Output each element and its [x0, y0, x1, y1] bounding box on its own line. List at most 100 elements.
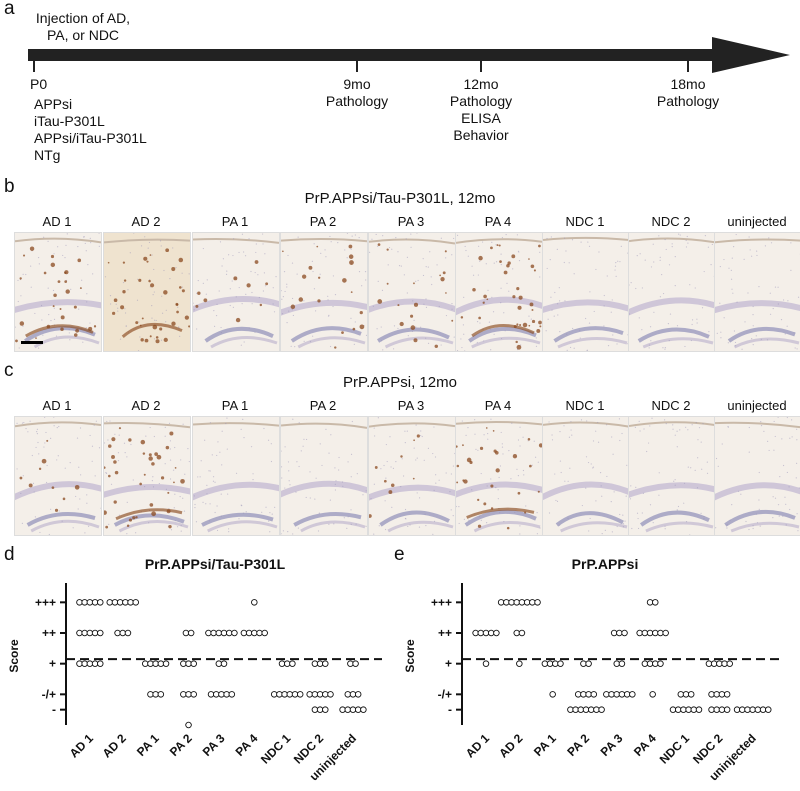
histology-image	[542, 232, 630, 352]
histology-image	[192, 232, 280, 352]
x-tick-label: NDC 1	[657, 731, 693, 767]
x-tick-label: PA 3	[200, 731, 228, 759]
histology-image	[280, 232, 368, 352]
x-tick-label: AD 1	[67, 731, 96, 760]
histology-image	[103, 232, 191, 352]
x-tick-label: PA 4	[233, 731, 261, 759]
row-c-column-labels: AD 1 AD 2 PA 1 PA 2 PA 3 PA 4 NDC 1 NDC …	[0, 398, 800, 418]
data-point	[228, 691, 236, 698]
histology-image	[542, 416, 630, 536]
col-label: AD 2	[131, 214, 161, 229]
data-point	[157, 691, 165, 698]
col-label: NDC 1	[565, 214, 605, 229]
y-axis-label: Score	[403, 639, 417, 673]
data-point	[765, 706, 772, 713]
panel-label-d: d	[4, 544, 15, 565]
injection-label: Injection of AD, PA, or NDC	[18, 10, 148, 44]
col-label: AD 2	[131, 398, 161, 413]
histology-image	[103, 416, 191, 536]
panel-label-c: c	[4, 360, 14, 381]
histology-image	[628, 232, 716, 352]
data-point	[482, 660, 490, 667]
data-point	[621, 629, 628, 637]
data-point	[190, 691, 197, 698]
data-point	[124, 629, 132, 637]
x-tick-label: AD 1	[463, 731, 492, 760]
data-point	[649, 691, 656, 698]
col-label: uninjected	[727, 214, 787, 229]
histology-image	[14, 416, 102, 536]
panel-label-a: a	[4, 0, 15, 19]
milestone-time: 9mo	[343, 76, 371, 92]
y-tick-label: -/+	[438, 687, 452, 701]
data-point	[322, 660, 329, 667]
col-label: PA 2	[309, 398, 337, 413]
x-tick-label: AD 2	[100, 731, 129, 760]
milestone-time: 18mo	[670, 76, 706, 92]
histology-image	[280, 416, 368, 536]
y-tick-label: +	[445, 657, 452, 671]
histology-image	[455, 232, 543, 352]
col-label: PA 2	[309, 214, 337, 229]
y-axis-label: Score	[7, 639, 21, 673]
col-label: AD 1	[42, 398, 72, 413]
data-point	[723, 691, 731, 698]
data-point	[354, 691, 362, 698]
histology-image	[368, 232, 456, 352]
y-tick-label: -/+	[42, 687, 56, 701]
col-label: NDC 2	[651, 214, 691, 229]
x-tick-label: PA 1	[531, 731, 559, 759]
injection-line-2: PA, or NDC	[46, 27, 120, 43]
data-point	[726, 660, 733, 667]
p0-label: P0	[30, 76, 48, 92]
data-point	[534, 599, 541, 606]
data-point	[598, 706, 605, 713]
col-label: uninjected	[727, 398, 787, 413]
data-point	[220, 660, 228, 667]
x-tick-label: AD 2	[496, 731, 525, 760]
milestone-9mo: 9mo Pathology	[307, 76, 407, 110]
data-point	[251, 599, 258, 606]
row-b-title: PrP.APPsi/Tau-P301L, 12mo	[304, 190, 496, 207]
group-appsi: APPsi	[34, 96, 73, 112]
histology-image	[628, 416, 716, 536]
col-label: PA 4	[484, 214, 512, 229]
data-point	[187, 629, 195, 637]
milestone-line: ELISA	[461, 110, 501, 126]
timeline-arrowhead	[712, 37, 790, 73]
y-tick-label: ++	[438, 626, 452, 640]
data-point	[585, 660, 592, 667]
data-point	[162, 660, 170, 667]
data-point	[493, 629, 500, 637]
panel-label-e: e	[394, 544, 405, 565]
data-point	[289, 660, 296, 667]
col-label: NDC 2	[651, 398, 691, 413]
y-tick-label: +++	[431, 595, 452, 609]
data-point	[97, 660, 104, 667]
data-point	[657, 660, 664, 667]
data-point	[723, 706, 731, 713]
col-label: PA 3	[397, 214, 425, 229]
timeline-bar	[28, 49, 728, 61]
col-label: NDC 1	[565, 398, 605, 413]
data-point	[618, 660, 626, 667]
data-point	[185, 721, 192, 729]
y-tick-label: +++	[35, 595, 56, 609]
milestone-line: Pathology	[449, 93, 513, 109]
x-tick-label: PA 2	[167, 731, 195, 759]
data-point	[261, 629, 268, 637]
data-point	[97, 599, 104, 606]
milestone-line: Pathology	[656, 93, 720, 109]
injection-line-1: Injection of AD,	[35, 10, 131, 26]
col-label: PA 3	[397, 398, 425, 413]
data-point	[296, 691, 304, 698]
x-tick-label: PA 2	[564, 731, 592, 759]
y-tick-label: -	[448, 703, 452, 717]
data-point	[518, 629, 526, 637]
milestone-line: Behavior	[453, 127, 509, 143]
milestone-12mo: 12mo Pathology ELISA Behavior	[431, 76, 531, 144]
y-tick-label: +	[49, 657, 56, 671]
y-tick-label: ++	[42, 626, 56, 640]
chart-e-title: PrP.APPsi	[571, 556, 639, 572]
